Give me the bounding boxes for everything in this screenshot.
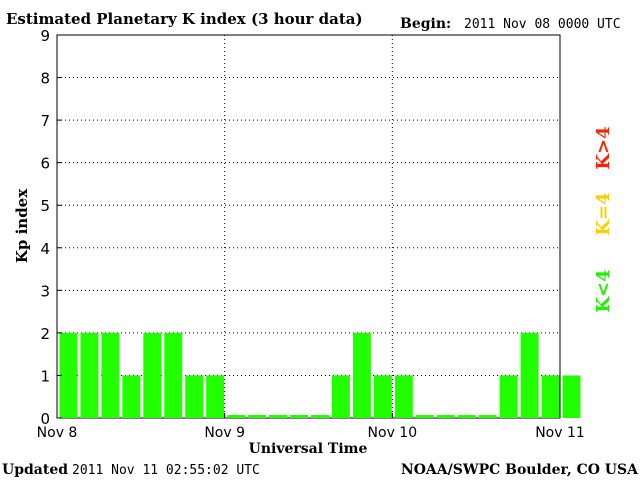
y-axis-label: Kp index	[13, 188, 31, 263]
bar	[311, 415, 329, 418]
bar	[457, 415, 476, 418]
bar	[499, 375, 518, 418]
begin-value: 2011 Nov 08 0000 UTC	[464, 17, 621, 32]
x-tick-label: Nov 10	[368, 425, 418, 441]
bar	[227, 415, 246, 418]
bar	[80, 332, 99, 418]
legend-k-less-4: K<4	[593, 269, 614, 312]
x-axis-ticks: Nov 8 Nov 9 Nov 10 Nov 11	[37, 413, 585, 441]
y-tick-label: 1	[40, 367, 50, 385]
bar	[248, 415, 267, 418]
bar	[164, 332, 183, 418]
bar	[206, 375, 225, 418]
bar	[122, 375, 141, 418]
bar	[436, 415, 455, 418]
bar	[373, 375, 392, 418]
legend-k-greater-4: K>4	[593, 126, 614, 169]
y-tick-label: 7	[40, 112, 50, 130]
bar	[331, 375, 350, 418]
bar	[562, 375, 581, 418]
y-tick-label: 5	[40, 197, 50, 215]
grid-lines	[57, 35, 560, 418]
y-axis-ticks: 0 1 2 3 4 5 6 7 8 9	[40, 27, 62, 428]
y-tick-label: 9	[40, 27, 50, 45]
updated-value: 2011 Nov 11 02:55:02 UTC	[72, 463, 260, 478]
updated-label: Updated	[2, 462, 68, 478]
x-tick-label: Nov 11	[535, 425, 585, 441]
bar	[394, 375, 413, 418]
y-tick-label: 0	[40, 410, 50, 428]
bar	[101, 332, 120, 418]
y-tick-label: 3	[40, 282, 50, 300]
y-tick-label: 2	[40, 325, 50, 343]
begin-label: Begin:	[400, 16, 451, 32]
bar	[290, 415, 308, 418]
bar	[59, 332, 78, 418]
legend-k-equal-4: K=4	[593, 192, 614, 235]
bar	[520, 332, 539, 418]
bar-series	[59, 332, 581, 418]
plot-area	[56, 34, 561, 419]
bar	[478, 415, 497, 418]
x-tick-label: Nov 9	[204, 425, 245, 441]
source-credit: NOAA/SWPC Boulder, CO USA	[401, 462, 639, 478]
bar	[352, 332, 371, 418]
chart-title: Estimated Planetary K index (3 hour data…	[6, 10, 363, 28]
bar	[541, 375, 560, 418]
y-tick-label: 8	[40, 70, 50, 88]
bar	[415, 415, 434, 418]
y-tick-label: 6	[40, 155, 50, 173]
x-tick-label: Nov 8	[37, 425, 78, 441]
y-tick-label: 4	[40, 240, 50, 258]
bar	[143, 332, 162, 418]
x-axis-label: Universal Time	[249, 441, 368, 457]
bar	[269, 415, 288, 418]
bar	[185, 375, 204, 418]
